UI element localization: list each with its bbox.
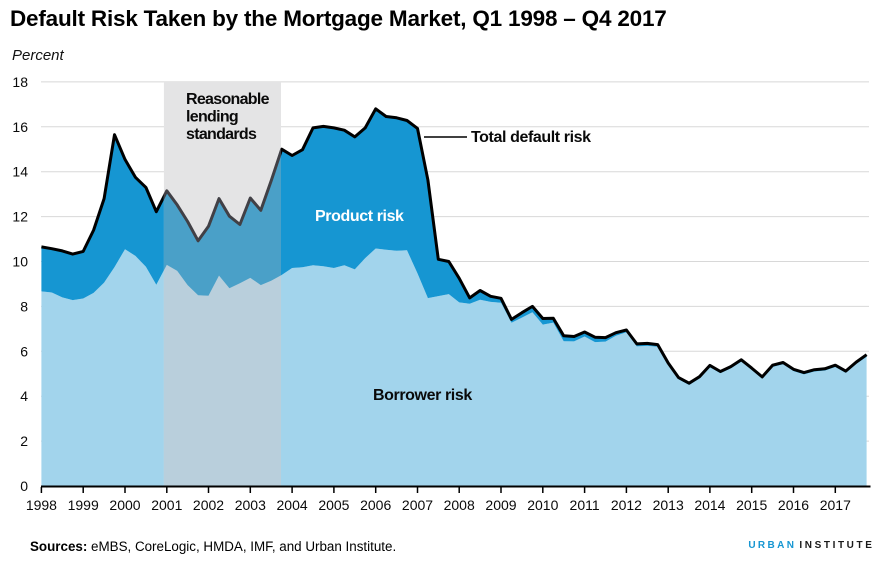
svg-text:2003: 2003 [235,497,266,513]
svg-text:Borrower risk: Borrower risk [373,387,472,404]
svg-text:2006: 2006 [360,497,391,513]
svg-text:standards: standards [186,126,257,143]
svg-text:2017: 2017 [820,497,851,513]
svg-text:18: 18 [12,74,28,90]
svg-text:2: 2 [20,433,28,449]
svg-text:lending: lending [186,109,238,126]
svg-text:10: 10 [12,254,28,270]
svg-text:1999: 1999 [68,497,99,513]
svg-text:2011: 2011 [570,497,600,513]
svg-text:0: 0 [20,478,28,494]
svg-text:2004: 2004 [277,497,308,513]
svg-text:2007: 2007 [402,497,433,513]
svg-text:4: 4 [20,388,28,404]
svg-text:Reasonable: Reasonable [186,91,270,108]
svg-text:14: 14 [12,164,28,180]
svg-text:1998: 1998 [26,497,57,513]
svg-text:2012: 2012 [611,497,642,513]
svg-text:2008: 2008 [444,497,475,513]
svg-text:Total default risk: Total default risk [471,129,591,146]
svg-text:2000: 2000 [109,497,140,513]
svg-text:16: 16 [12,119,28,135]
svg-text:2013: 2013 [653,497,684,513]
svg-text:2009: 2009 [485,497,516,513]
svg-text:2005: 2005 [318,497,349,513]
svg-text:2016: 2016 [778,497,809,513]
svg-text:Product risk: Product risk [315,208,404,225]
svg-text:12: 12 [12,209,28,225]
svg-text:6: 6 [20,343,28,359]
svg-text:2014: 2014 [694,497,725,513]
svg-text:8: 8 [20,298,28,314]
svg-text:2010: 2010 [527,497,558,513]
svg-text:2002: 2002 [193,497,224,513]
svg-text:2001: 2001 [151,497,182,513]
svg-text:2015: 2015 [736,497,767,513]
